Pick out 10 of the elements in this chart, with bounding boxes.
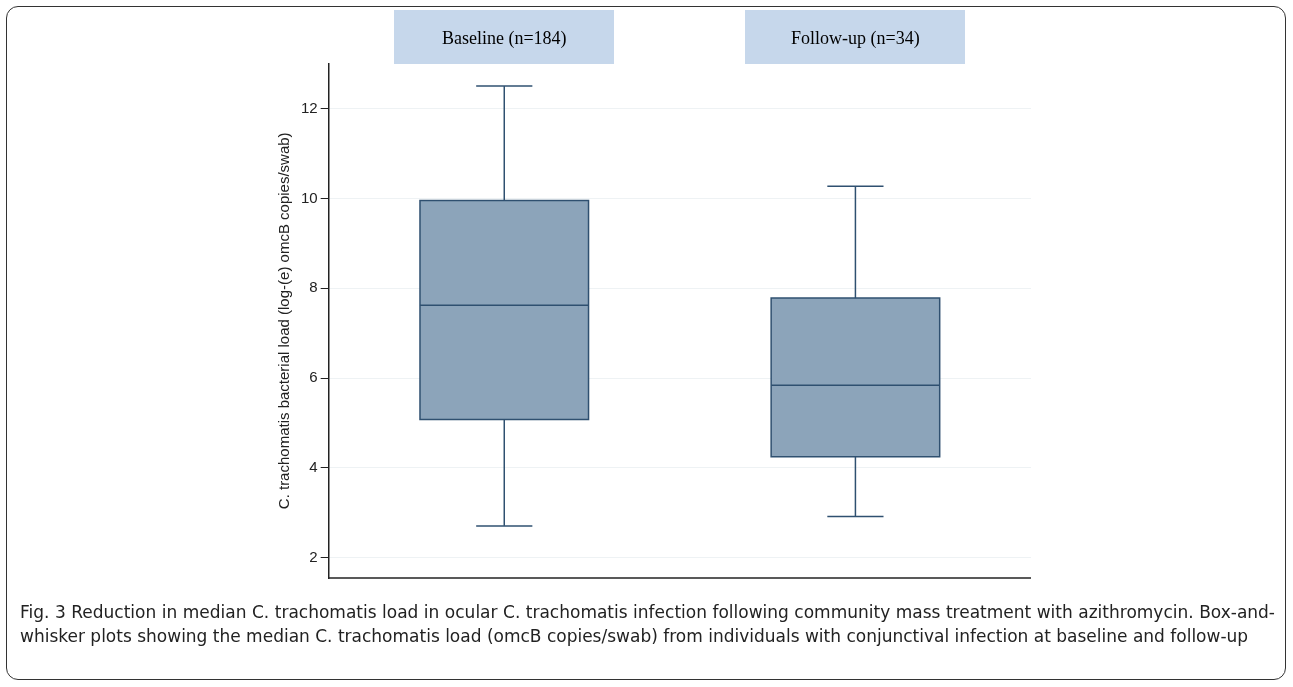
x-tick-label: Baseline (n=184) — [441, 27, 567, 49]
caption: Fig. 3 Reduction in median C. trachomatis load in ocular C. trachomatis infection following community mass treatment with azithromycin. Box-and-whisker plots showing the median C. trachomatis load (omcB copies/swab) from individuals with conjunctival infection at baseline and follow-up — [20, 601, 1275, 648]
y-tick-label: 4 — [309, 458, 318, 476]
y-tick-label: 10 — [301, 188, 318, 206]
x-tick-label: Follow-up (n=34) — [791, 27, 920, 49]
y-tick-label: 8 — [309, 278, 318, 296]
y-tick-label: 12 — [301, 98, 318, 116]
y-tick-label: 2 — [309, 547, 318, 565]
y-axis-title: C. trachomatis bacterial load (log-(e) omcB copies/swab) — [275, 132, 293, 510]
y-tick-label: 6 — [309, 368, 318, 386]
